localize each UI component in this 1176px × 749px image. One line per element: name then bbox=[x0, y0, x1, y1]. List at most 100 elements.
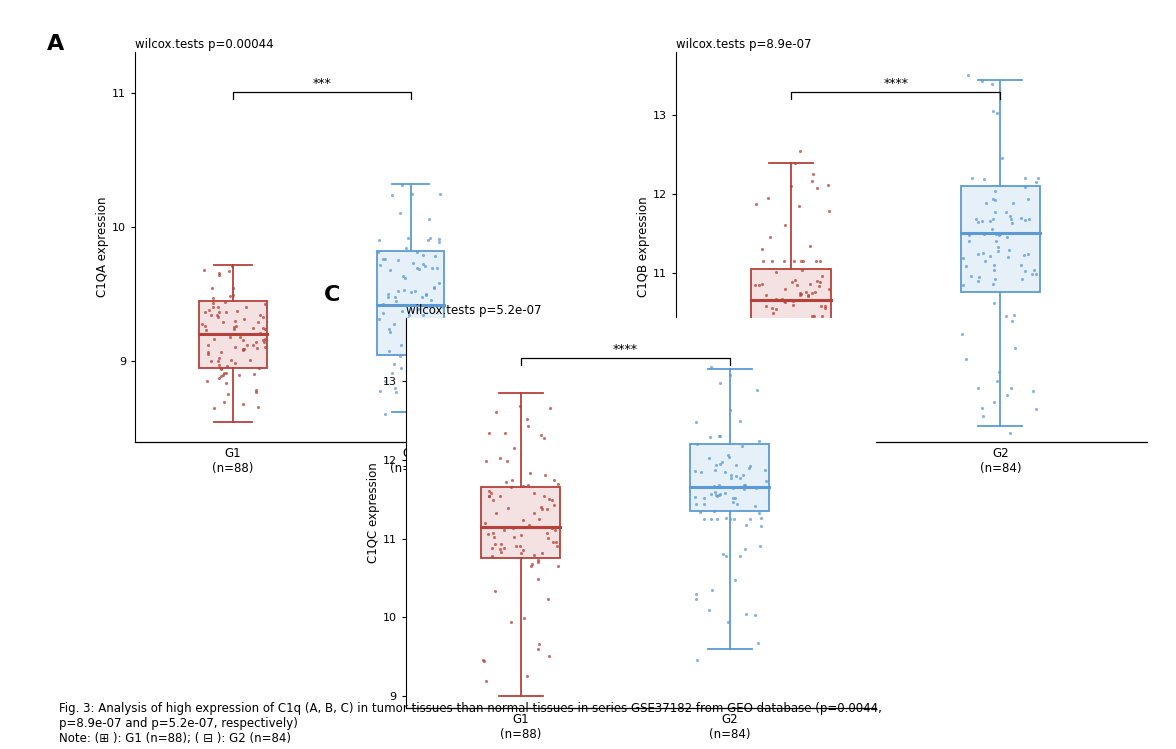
Point bbox=[254, 311, 273, 323]
Point bbox=[406, 285, 425, 297]
Point bbox=[820, 282, 838, 294]
Point bbox=[215, 367, 234, 379]
Point bbox=[749, 507, 768, 519]
Point bbox=[211, 351, 229, 363]
Point bbox=[196, 324, 215, 336]
Point bbox=[413, 309, 432, 321]
Point bbox=[373, 298, 392, 310]
Point bbox=[747, 384, 766, 396]
Point bbox=[202, 355, 221, 367]
Point bbox=[385, 318, 403, 330]
Point bbox=[425, 281, 443, 293]
Point bbox=[540, 650, 559, 662]
Point bbox=[791, 255, 810, 267]
Point bbox=[803, 311, 822, 323]
Point bbox=[402, 189, 421, 201]
Point bbox=[229, 369, 248, 381]
Point bbox=[957, 353, 976, 365]
Point bbox=[203, 292, 222, 304]
Point bbox=[407, 362, 426, 374]
Point bbox=[219, 389, 238, 401]
Point bbox=[988, 374, 1007, 386]
Point bbox=[243, 323, 262, 335]
Point bbox=[195, 264, 214, 276]
Point bbox=[223, 289, 242, 301]
Point bbox=[369, 313, 388, 325]
Point bbox=[716, 466, 735, 478]
Point bbox=[228, 306, 247, 318]
Point bbox=[203, 297, 222, 309]
Point bbox=[247, 383, 266, 395]
Point bbox=[799, 336, 817, 348]
Point bbox=[510, 400, 529, 412]
Point bbox=[711, 488, 730, 500]
Point bbox=[490, 543, 509, 555]
Point bbox=[238, 339, 256, 351]
Point bbox=[374, 253, 393, 265]
Point bbox=[801, 320, 820, 332]
Point bbox=[954, 252, 973, 264]
Point bbox=[695, 491, 714, 503]
Point bbox=[730, 416, 749, 428]
Point bbox=[695, 497, 714, 509]
Point bbox=[799, 377, 817, 389]
Point bbox=[198, 348, 216, 360]
Point bbox=[806, 286, 824, 298]
Point bbox=[687, 592, 706, 604]
Point bbox=[1003, 217, 1022, 229]
Point bbox=[407, 314, 426, 326]
Point bbox=[1001, 427, 1020, 439]
Point bbox=[234, 343, 253, 355]
Point bbox=[985, 194, 1004, 206]
Point bbox=[520, 467, 539, 479]
Point bbox=[762, 255, 781, 267]
Point bbox=[818, 179, 837, 191]
Point bbox=[997, 231, 1016, 243]
Point bbox=[429, 277, 448, 289]
Point bbox=[533, 503, 552, 515]
Point bbox=[393, 179, 412, 191]
Point bbox=[803, 168, 822, 180]
Point bbox=[973, 215, 991, 227]
Point bbox=[688, 438, 707, 450]
Point bbox=[514, 480, 533, 492]
Point bbox=[396, 242, 415, 254]
Point bbox=[234, 398, 253, 410]
Point bbox=[737, 519, 756, 531]
Point bbox=[247, 386, 266, 398]
Point bbox=[794, 321, 813, 333]
Point bbox=[394, 270, 413, 282]
Point bbox=[722, 469, 741, 481]
Point bbox=[422, 294, 441, 306]
Point bbox=[519, 479, 537, 491]
Point bbox=[989, 241, 1008, 253]
Point bbox=[482, 550, 501, 562]
Point bbox=[374, 307, 393, 319]
Point bbox=[218, 360, 236, 372]
Point bbox=[369, 234, 388, 246]
Point bbox=[546, 524, 564, 536]
Bar bbox=[481, 488, 561, 558]
Point bbox=[771, 338, 790, 350]
Point bbox=[209, 301, 228, 313]
Point bbox=[791, 288, 810, 300]
Point bbox=[534, 491, 553, 503]
Point bbox=[529, 638, 548, 650]
Point bbox=[375, 375, 394, 387]
Point bbox=[973, 402, 991, 414]
Point bbox=[230, 331, 249, 343]
Point bbox=[760, 324, 779, 336]
Point bbox=[969, 248, 988, 260]
Point bbox=[962, 270, 981, 282]
Point bbox=[214, 316, 233, 328]
Point bbox=[255, 298, 274, 310]
Point bbox=[984, 297, 1003, 309]
Text: ****: **** bbox=[613, 343, 637, 356]
Point bbox=[756, 464, 775, 476]
Point bbox=[220, 291, 239, 303]
Point bbox=[220, 265, 239, 277]
Point bbox=[193, 318, 212, 330]
Point bbox=[483, 542, 502, 554]
Point bbox=[383, 189, 402, 201]
Point bbox=[379, 291, 397, 303]
